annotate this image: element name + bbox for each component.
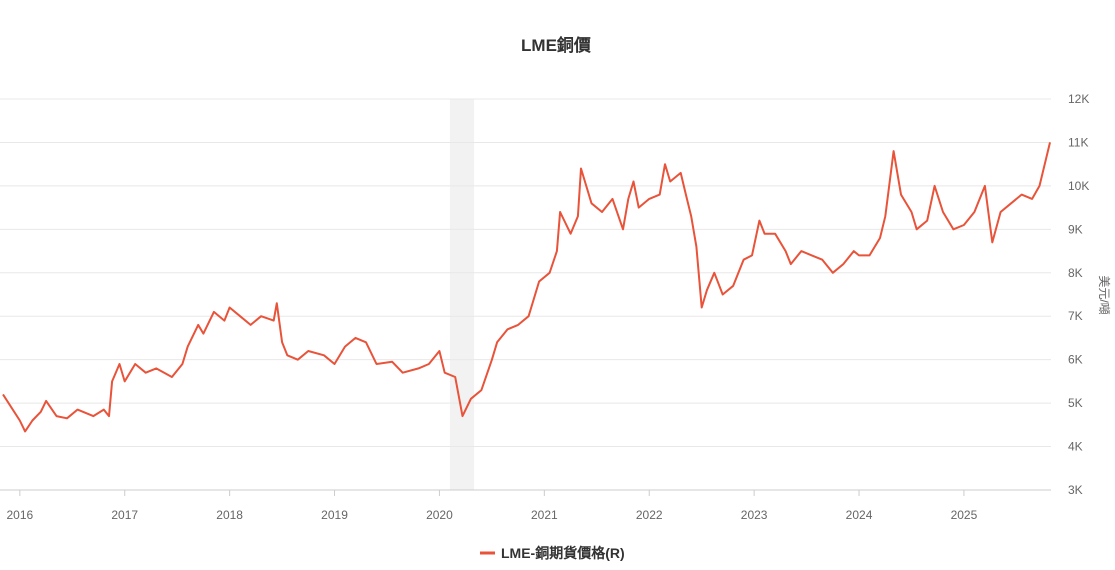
- y-tick-label: 6K: [1068, 353, 1083, 367]
- grid-lines: [0, 98, 1051, 491]
- x-tick-label: 2025: [951, 508, 978, 522]
- series-line: [2, 142, 1051, 433]
- x-tick-label: 2021: [531, 508, 558, 522]
- y-tick-label: 4K: [1068, 440, 1083, 454]
- y-axis-label: 美元/噸: [1097, 275, 1111, 314]
- legend-label: LME-銅期貨價格(R): [501, 545, 625, 561]
- y-tick-label: 3K: [1068, 483, 1083, 497]
- x-tick-label: 2022: [636, 508, 663, 522]
- y-tick-label: 8K: [1068, 266, 1083, 280]
- y-tick-label: 9K: [1068, 222, 1083, 236]
- x-tick-label: 2020: [426, 508, 453, 522]
- x-tick-label: 2018: [216, 508, 243, 522]
- shaded-region: [449, 99, 475, 490]
- y-tick-label: 11K: [1068, 135, 1088, 149]
- x-tick-label: 2019: [321, 508, 348, 522]
- y-tick-label: 5K: [1068, 396, 1083, 410]
- x-tick-label: 2023: [741, 508, 768, 522]
- y-tick-label: 7K: [1068, 309, 1083, 323]
- y-tick-label: 12K: [1068, 92, 1089, 106]
- y-tick-label: 10K: [1068, 179, 1089, 193]
- y-axis: 3K 4K 5K 6K 7K 8K 9K 10K 11K 12K: [1068, 92, 1089, 497]
- x-tick-label: 2024: [846, 508, 873, 522]
- x-axis: 2016 2017 2018 2019 2020 2021 2022 2023 2024 2025: [6, 490, 978, 522]
- x-tick-label: 2017: [111, 508, 138, 522]
- chart-title: LME銅價: [521, 35, 592, 55]
- legend[interactable]: LME-銅期貨價格(R): [480, 545, 625, 561]
- x-tick-label: 2016: [6, 508, 33, 522]
